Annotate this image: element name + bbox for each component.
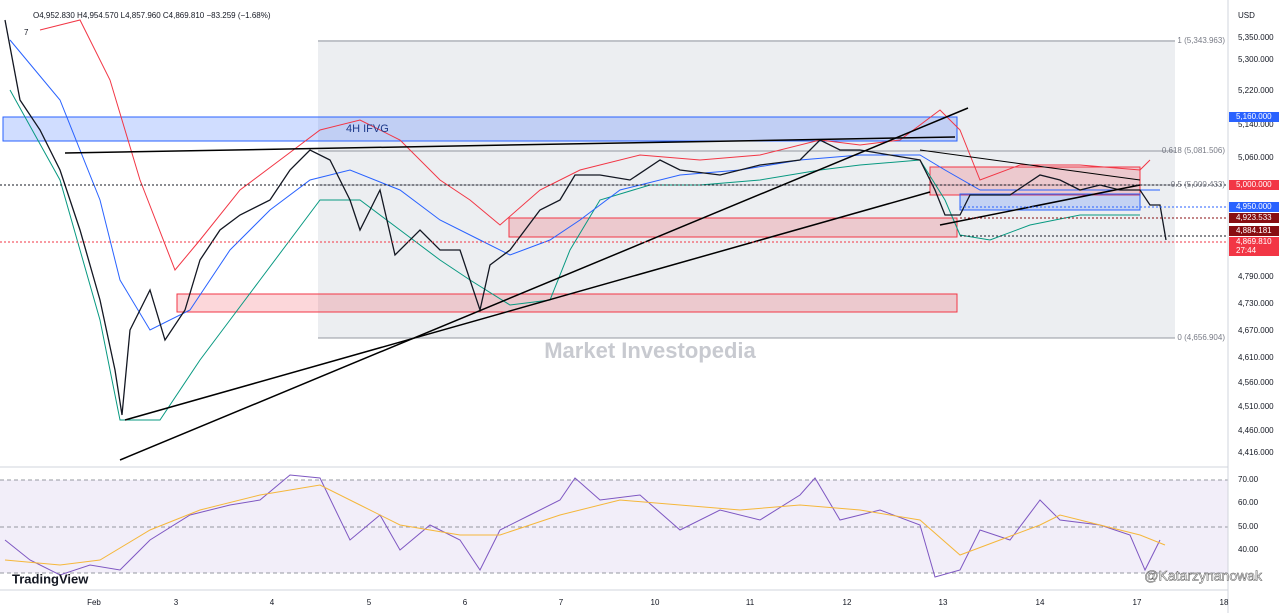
bollinger-bands [9,19,1160,421]
watermark: Market Investopedia [544,338,756,363]
price-label: 5,300.000 [1238,55,1274,64]
fib-label: 1 (5,343.963) [1177,36,1225,45]
price-label: 5,060.000 [1238,153,1274,162]
price-label: 5,220.000 [1238,86,1274,95]
price-badge-label: 5,000.000 [1236,180,1272,189]
price-label: 5,350.000 [1238,33,1274,42]
indicator-count: 7 [24,28,29,37]
price-badge [1229,237,1279,247]
price-label: 4,560.000 [1238,378,1274,387]
price-label: 4,416.000 [1238,448,1274,457]
date-label: 17 [1133,598,1142,607]
date-label: 13 [939,598,948,607]
price-label: 4,460.000 [1238,426,1274,435]
price-label: 4,510.000 [1238,402,1274,411]
date-label: Feb [87,598,101,607]
rsi-line [4,474,1161,578]
price-badge-label: 4,950.000 [1236,202,1272,211]
rsi-levels [0,479,1228,574]
price-badge [1229,226,1279,236]
red-zone [176,293,958,313]
red-zone [508,217,958,238]
price-badge-label: 4,923.533 [1236,213,1272,222]
rsi-label: 40.00 [1238,545,1259,554]
rsi-ma [4,484,1166,566]
ohlc: O4,952.830 H4,954.570 L4,857.960 C4,869.… [33,11,271,20]
fvg-zone [2,116,958,142]
price-badge [1229,112,1279,122]
fib-label: 0.5 (5,000.433) [1171,180,1226,189]
price-label: 5,140.000 [1238,120,1274,129]
blue-zone [959,193,1141,211]
date-label: 10 [651,598,660,607]
price-badge-label: 4,884.181 [1236,226,1272,235]
date-label: 11 [746,598,755,607]
price-label: 4,670.000 [1238,326,1274,335]
rsi-label: 70.00 [1238,475,1259,484]
date-label: 7 [559,598,564,607]
dynamic-labels: 5,350.000 5,300.000 5,220.000 5,140.000 5,06… [87,33,1279,607]
fib-region [318,40,1175,338]
price-badge [1229,213,1279,223]
price-badge [1229,180,1279,190]
date-label: 3 [174,598,179,607]
currency[interactable]: USD [1238,11,1255,20]
price-badge-label: 27:44 [1236,246,1257,255]
date-label: 18 [1220,598,1229,607]
price-badge-label: 4,869.810 [1236,237,1272,246]
date-label: 4 [270,598,275,607]
rsi-label: 50.00 [1238,522,1259,531]
fib-label: 0.618 (5,081.506) [1162,146,1225,155]
date-label: 6 [463,598,468,607]
price-badge [1229,202,1279,212]
author: @Katarzynanowak [1144,568,1263,584]
price-path [4,19,1167,416]
price-lines [0,184,1228,243]
price-label: 4,610.000 [1238,353,1274,362]
price-badge-label: 5,160.000 [1236,112,1272,121]
date-label: 12 [843,598,852,607]
zone-label: 4H IFVG [346,123,389,135]
price-label: 4,730.000 [1238,299,1274,308]
price-label: 4,790.000 [1238,272,1274,281]
date-label: 14 [1036,598,1045,607]
fib-label: 0 (4,656.904) [1177,333,1225,342]
logo[interactable]: TradingView [12,571,89,586]
date-label: 5 [367,598,372,607]
rsi-label: 60.00 [1238,498,1259,507]
price-badge [1229,246,1279,256]
